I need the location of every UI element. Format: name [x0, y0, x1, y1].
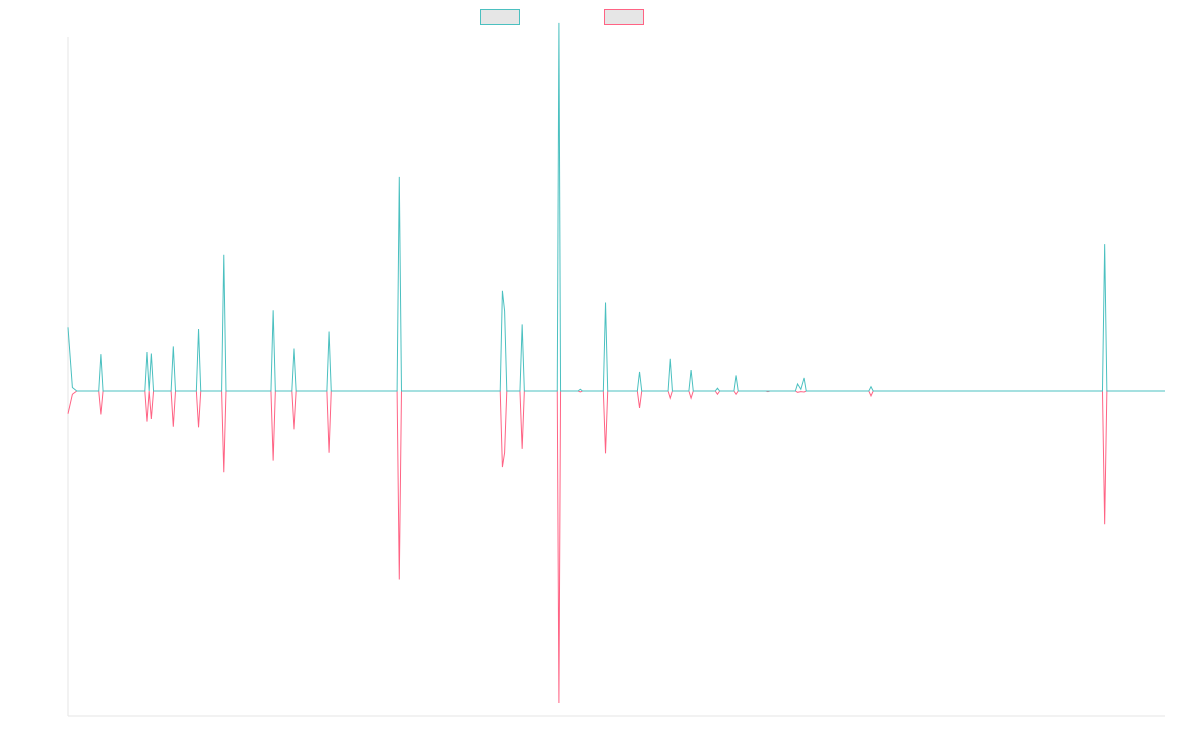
- series-line-2: [67, 390, 1165, 704]
- legend-swatch-series-2[interactable]: [604, 9, 644, 25]
- series-line-1: [67, 22, 1165, 392]
- legend-swatch-series-1[interactable]: [480, 9, 520, 25]
